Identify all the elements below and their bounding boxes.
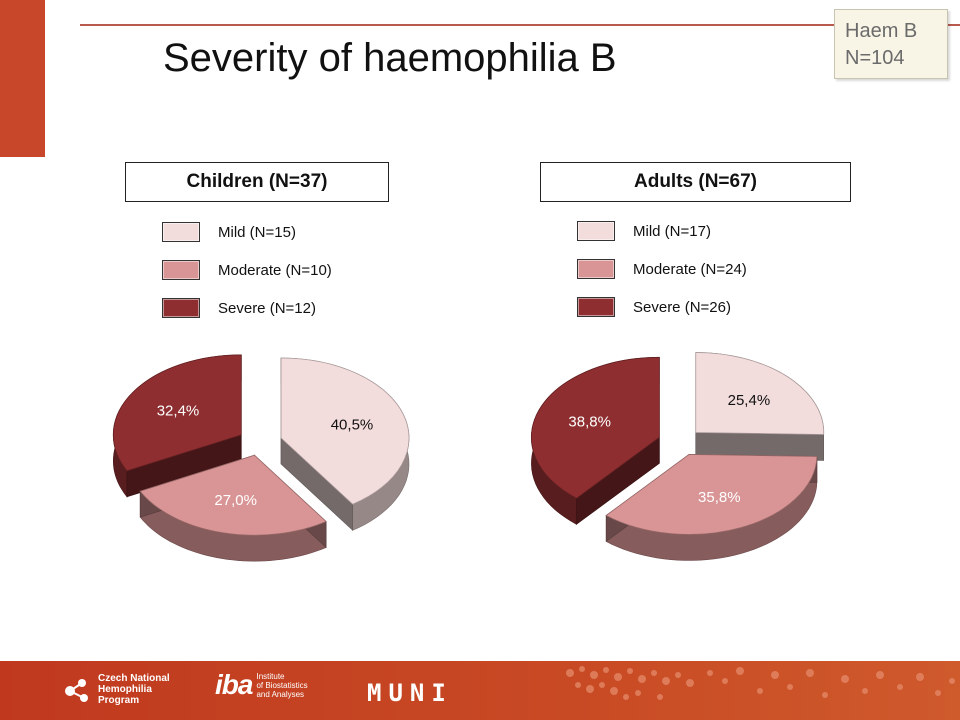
data-label-moderate: 35,8% <box>698 489 741 506</box>
data-label-moderate: 27,0% <box>214 492 257 509</box>
cnhp-line-3: Program <box>98 695 140 706</box>
children-legend-moderate: Moderate (N=10) <box>162 260 332 280</box>
legend-swatch-severe <box>162 298 200 318</box>
legend-label: Severe (N=26) <box>633 298 731 316</box>
pie-slice-moderate <box>139 454 327 562</box>
data-label-severe: 32,4% <box>157 403 200 420</box>
decorative-dots-pattern <box>566 666 955 700</box>
children-chart-title: Children (N=37) <box>125 162 389 202</box>
adults-legend-moderate: Moderate (N=24) <box>577 259 747 279</box>
iba-line-2: of Biostatistics <box>256 680 308 690</box>
pie-slice-mild <box>280 357 410 531</box>
legend-swatch-severe <box>577 297 615 317</box>
legend-swatch-mild <box>577 221 615 241</box>
adults-pie-chart: 25,4% 38,8% 35,8% <box>530 352 825 561</box>
pie-slice-mild <box>695 352 825 461</box>
accent-block <box>0 0 45 157</box>
title-rule <box>80 24 960 26</box>
legend-label: Moderate (N=24) <box>633 260 747 278</box>
note-line-2: N=104 <box>845 47 905 69</box>
muni-logo: MUNI <box>367 679 453 707</box>
iba-line-1: Institute <box>256 671 285 681</box>
note-line-1: Haem B <box>845 20 918 42</box>
czech-hemophilia-program-logo: Czech National Hemophilia Program <box>62 673 170 706</box>
children-pie-chart: 32,4% 40,5% 27,0% <box>112 354 410 562</box>
data-label-mild: 40,5% <box>331 416 374 433</box>
children-legend-mild: Mild (N=15) <box>162 222 296 242</box>
footer-bar: Czech National Hemophilia Program iba In… <box>0 661 960 720</box>
legend-swatch-moderate <box>162 260 200 280</box>
legend-label: Severe (N=12) <box>218 299 316 317</box>
adults-legend-mild: Mild (N=17) <box>577 221 711 241</box>
legend-label: Moderate (N=10) <box>218 261 332 279</box>
network-icon <box>65 678 88 702</box>
pie-slice-severe <box>530 356 660 525</box>
iba-logo: iba Institute of Biostatistics and Analy… <box>215 669 308 701</box>
legend-swatch-mild <box>162 222 200 242</box>
legend-swatch-moderate <box>577 259 615 279</box>
pie-slice-moderate <box>605 453 818 561</box>
cnhp-line-1: Czech National <box>98 673 170 684</box>
children-legend-severe: Severe (N=12) <box>162 298 316 318</box>
page-title: Severity of haemophilia B <box>163 36 617 80</box>
iba-mark: iba <box>215 669 253 700</box>
adults-legend-severe: Severe (N=26) <box>577 297 731 317</box>
sample-size-note: Haem B N=104 <box>834 9 948 79</box>
legend-label: Mild (N=15) <box>218 223 296 241</box>
data-label-mild: 25,4% <box>728 392 771 409</box>
legend-label: Mild (N=17) <box>633 222 711 240</box>
data-label-severe: 38,8% <box>568 413 611 430</box>
pie-slice-severe <box>112 354 242 498</box>
iba-line-3: and Analyses <box>256 689 305 699</box>
cnhp-line-2: Hemophilia <box>98 684 152 695</box>
adults-chart-title: Adults (N=67) <box>540 162 851 202</box>
